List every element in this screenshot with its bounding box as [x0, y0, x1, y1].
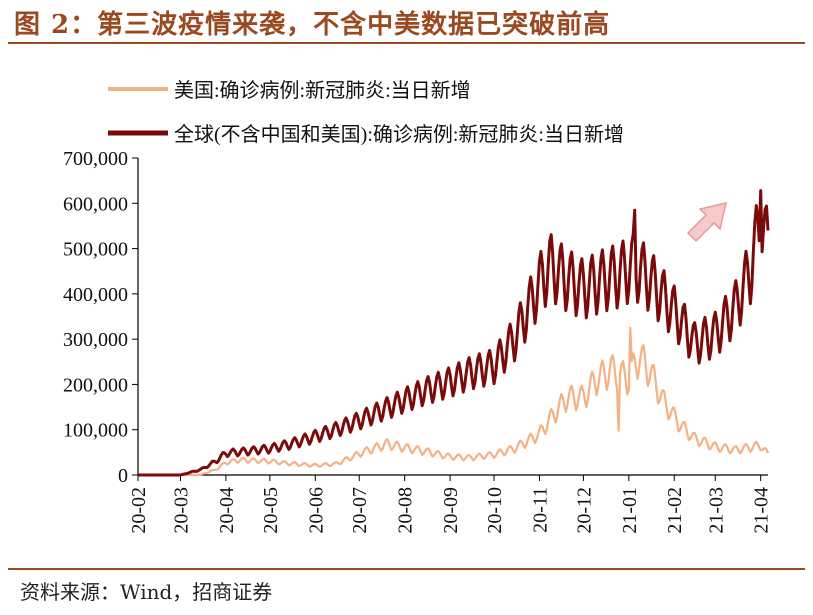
x-tick-label: 20-02 — [128, 487, 150, 534]
x-tick-label: 20-03 — [170, 487, 192, 534]
x-tick-label: 21-03 — [705, 487, 727, 534]
series-line — [138, 189, 770, 477]
plot-area — [138, 189, 770, 477]
y-tick-label: 500,000 — [63, 239, 128, 261]
x-tick-label: 21-02 — [664, 487, 686, 534]
legend-label-global: 全球(不含中国和美国):确诊病例:新冠肺炎:当日新增 — [174, 123, 624, 146]
y-tick-label: 600,000 — [63, 193, 128, 215]
y-tick-label: 200,000 — [63, 374, 128, 396]
series-line — [138, 326, 770, 477]
y-tick-label: 0 — [118, 465, 128, 487]
y-tick-label: 700,000 — [63, 148, 128, 170]
y-tick-label: 300,000 — [63, 329, 128, 351]
x-tick-label: 20-09 — [440, 487, 462, 534]
source-divider — [8, 568, 805, 570]
x-tick-label: 20-06 — [305, 487, 327, 534]
y-tick-label: 100,000 — [63, 420, 128, 442]
legend: 美国:确诊病例:新冠肺炎:当日新增 全球(不含中国和美国):确诊病例:新冠肺炎:… — [108, 79, 624, 146]
x-tick-label: 20-11 — [529, 487, 551, 533]
up-arrow-icon — [686, 201, 728, 243]
chart-title: 图 2：第三波疫情来袭，不含中美数据已突破前高 — [14, 10, 611, 40]
x-tick-label: 21-01 — [619, 487, 641, 534]
axes: 0 100,000 200,000 300,000 400,000 500,000 600,… — [63, 148, 773, 534]
x-tick-label: 21-04 — [751, 487, 773, 534]
annotation — [686, 201, 728, 243]
legend-label-us: 美国:确诊病例:新冠肺炎:当日新增 — [174, 79, 471, 102]
x-tick-label: 20-12 — [573, 487, 595, 534]
source-note: 资料来源：Wind，招商证券 — [20, 580, 273, 604]
title-divider — [8, 42, 805, 44]
y-tick-label: 400,000 — [63, 284, 128, 306]
x-tick-label: 20-05 — [260, 487, 282, 534]
x-tick-label: 20-10 — [484, 487, 506, 534]
chart: 美国:确诊病例:新冠肺炎:当日新增 全球(不含中国和美国):确诊病例:新冠肺炎:… — [63, 79, 773, 534]
x-tick-label: 20-07 — [349, 487, 371, 534]
x-tick-label: 20-04 — [216, 487, 238, 534]
x-tick-label: 20-08 — [395, 487, 417, 534]
